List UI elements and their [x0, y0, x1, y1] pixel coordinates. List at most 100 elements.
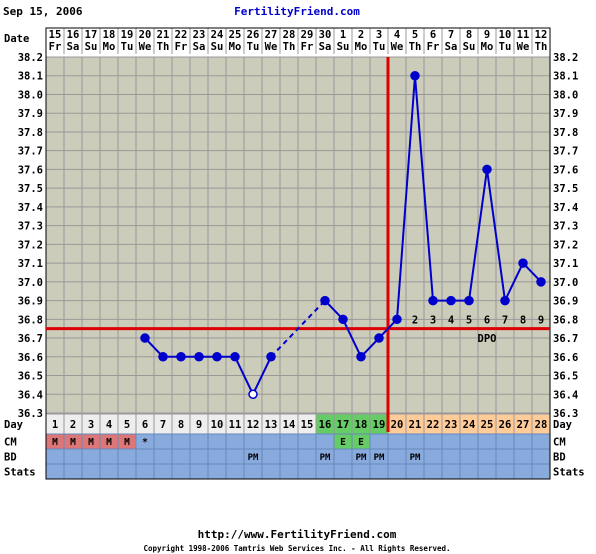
y-tick-right: 36.5 — [553, 371, 578, 383]
date-label: 22 — [175, 29, 188, 41]
line-segment — [486, 169, 506, 301]
site-title[interactable]: FertilityFriend.com — [234, 5, 360, 18]
date-label: 7 — [448, 29, 454, 41]
bd-cell — [477, 448, 497, 465]
line-segment — [414, 75, 434, 301]
bd-value: PM — [320, 453, 331, 463]
stats-cell — [495, 463, 515, 480]
date-label: 17 — [85, 29, 98, 41]
weekday-label: Th — [409, 41, 422, 53]
cm-cell — [387, 433, 407, 450]
weekday-label: Tu — [499, 41, 512, 53]
cm-cell — [171, 433, 191, 450]
y-tick-left: 36.4 — [18, 389, 43, 401]
footer-url[interactable]: http://www.FertilityFriend.com — [198, 528, 397, 541]
date-label: 28 — [283, 29, 296, 41]
cm-cell — [297, 433, 317, 450]
stats-cell — [513, 463, 533, 480]
cm-cell — [477, 433, 497, 450]
y-tick-right: 37.1 — [553, 258, 578, 270]
dpo-label: 4 — [448, 314, 454, 326]
bd-cell — [333, 448, 353, 465]
date-label: 27 — [265, 29, 278, 41]
bd-cell — [387, 448, 407, 465]
y-tick-left: 38.0 — [18, 89, 43, 101]
y-tick-right: 37.8 — [553, 127, 578, 139]
y-tick-right: 37.5 — [553, 183, 578, 195]
weekday-label: We — [517, 41, 530, 53]
date-label: 23 — [193, 29, 206, 41]
dpo-label: 7 — [502, 314, 508, 326]
stats-cell — [153, 463, 173, 480]
y-tick-left: 36.9 — [18, 296, 43, 308]
cm-value: E — [358, 437, 364, 448]
date-label: 16 — [67, 29, 80, 41]
stats-cell — [117, 463, 137, 480]
data-point — [176, 352, 186, 362]
weekday-label: Mo — [229, 41, 242, 53]
y-tick-left: 36.8 — [18, 314, 43, 326]
y-tick-right: 36.7 — [553, 333, 578, 345]
cm-cell — [531, 433, 551, 450]
cm-cell — [207, 433, 227, 450]
stats-row-label: Stats — [4, 467, 36, 479]
dpo-label: 5 — [466, 314, 472, 326]
day-number: 23 — [445, 419, 458, 431]
y-tick-left: 36.6 — [18, 352, 43, 364]
line-segment — [342, 318, 362, 358]
day-number: 4 — [106, 419, 112, 431]
stats-cell — [297, 463, 317, 480]
stats-cell — [459, 463, 479, 480]
stats-cell — [279, 463, 299, 480]
cm-cell — [495, 433, 515, 450]
y-tick-right: 37.7 — [553, 146, 578, 158]
y-tick-right: 36.8 — [553, 314, 578, 326]
day-number: 2 — [70, 419, 76, 431]
day-number: 19 — [373, 419, 386, 431]
y-tick-left: 38.2 — [18, 52, 43, 64]
weekday-label: Fr — [301, 41, 314, 53]
y-tick-left: 37.8 — [18, 127, 43, 139]
data-point — [482, 164, 492, 175]
weekday-label: Sa — [193, 41, 206, 53]
day-number: 11 — [229, 419, 242, 431]
chart-border — [45, 27, 551, 480]
data-point — [374, 333, 384, 343]
date-label: 25 — [229, 29, 242, 41]
bd-cell — [81, 448, 101, 465]
cm-cell — [405, 433, 425, 450]
stats-cell — [531, 463, 551, 480]
cm-cell — [441, 433, 461, 450]
data-rows — [45, 27, 551, 480]
data-point — [320, 295, 330, 306]
cm-cell — [189, 433, 209, 450]
stats-cell — [423, 463, 443, 480]
day-number: 17 — [337, 419, 350, 431]
day-number: 18 — [355, 419, 368, 431]
data-point — [212, 352, 222, 362]
day-number: 27 — [517, 419, 530, 431]
weekday-label: Th — [283, 41, 296, 53]
stats-cell — [135, 463, 155, 480]
y-tick-left: 38.1 — [18, 71, 43, 83]
date-label: 29 — [301, 29, 314, 41]
y-tick-right: 36.9 — [553, 296, 578, 308]
day-number: 16 — [319, 419, 332, 431]
day-number: 20 — [391, 419, 404, 431]
y-tick-right: 37.9 — [553, 108, 578, 120]
bd-cell — [495, 448, 515, 465]
stats-cell — [45, 463, 65, 480]
data-point — [392, 314, 402, 325]
cm-value: M — [70, 437, 76, 448]
data-point — [410, 70, 420, 81]
cm-row-label: CM — [4, 437, 17, 449]
stats-cell — [477, 463, 497, 480]
cm-value: M — [106, 437, 112, 448]
bd-cell — [261, 448, 281, 465]
day-number: 10 — [211, 419, 224, 431]
day-number: 1 — [52, 419, 58, 431]
stats-cell — [99, 463, 119, 480]
data-point — [266, 352, 276, 362]
stats-cell — [315, 463, 335, 480]
bd-value: PM — [374, 453, 385, 463]
